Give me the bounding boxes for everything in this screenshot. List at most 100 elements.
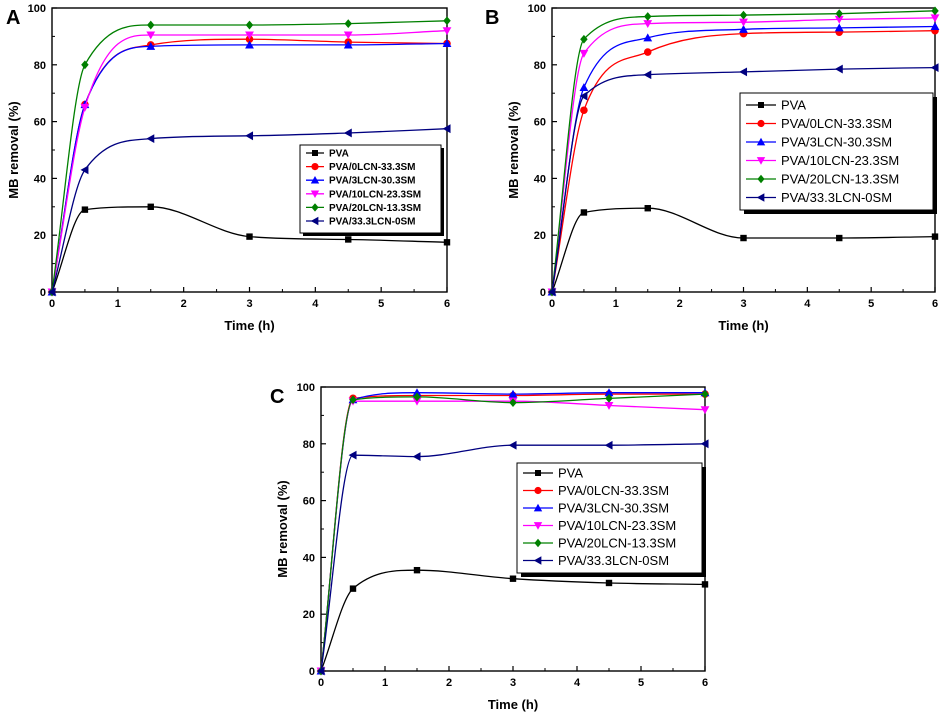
data-point-pva-20lcn-13-3sm [931,6,939,16]
y-tick-label: 100 [28,3,46,15]
legend-marker-pva [758,102,764,108]
data-point-pva-10lcn-23-3sm [834,15,844,24]
y-tick-label: 60 [34,117,46,129]
data-point-pva [349,585,357,592]
legend-label-pva-20lcn-13-3sm: PVA/20LCN-13.3SM [558,536,676,551]
y-tick-label: 80 [34,60,46,72]
y-tick-label: 0 [40,287,46,299]
x-tick-label: 4 [312,298,319,310]
legend-label-pva-0lcn-33-3sm: PVA/0LCN-33.3SM [781,116,892,131]
x-tick-label: 4 [574,677,581,689]
series-line-pva [320,569,706,672]
x-axis-label: Time (h) [224,318,274,333]
legend-label-pva-0lcn-33-3sm: PVA/0LCN-33.3SM [329,162,416,173]
legend-marker-pva-33-3lcn-0sm [533,556,542,565]
y-tick-label: 80 [303,439,315,451]
legend-label-pva-10lcn-23-3sm: PVA/10LCN-23.3SM [781,153,899,168]
series-line-pva [51,206,448,293]
legend-label-pva-3lcn-30-3sm: PVA/3LCN-30.3SM [329,176,416,187]
legend-marker-pva [535,470,541,476]
data-point-pva-10lcn-23-3sm [442,27,452,36]
data-point-pva-0lcn-33-3sm [580,106,588,115]
data-point-pva-3lcn-30-3sm [442,39,452,48]
x-tick-label: 0 [49,298,55,310]
x-tick-label: 1 [382,677,388,689]
legend-box [516,462,703,574]
series-line-pva [551,207,936,293]
data-point-pva [740,234,747,242]
data-point-pva-10lcn-23-3sm [343,31,353,40]
data-point-pva-20lcn-13-3sm [835,9,843,19]
data-point-pva-10lcn-23-3sm [930,14,940,23]
legend-marker-pva-0lcn-33-3sm [757,119,765,128]
legend-label-pva-33-3lcn-0sm: PVA/33.3LCN-0SM [558,553,669,568]
data-point-pva-20lcn-13-3sm [443,16,451,26]
legend-label-pva-10lcn-23-3sm: PVA/10LCN-23.3SM [558,518,676,533]
data-point-pva-3lcn-30-3sm [343,40,353,49]
y-axis-label: MB removal (%) [275,480,290,578]
data-point-pva-3lcn-30-3sm [146,41,156,50]
data-point-pva-10lcn-23-3sm [146,31,156,40]
legend-marker-pva-3lcn-30-3sm [310,176,320,184]
x-tick-label: 5 [868,298,874,310]
data-point-pva-0lcn-33-3sm [643,48,652,56]
legend-marker-pva-20lcn-13-3sm [311,203,319,212]
data-point-pva-33-3lcn-0sm [316,666,325,676]
x-tick-label: 4 [804,298,811,310]
data-point-pva [644,205,651,212]
legend-label-pva-20lcn-13-3sm: PVA/20LCN-13.3SM [781,172,899,187]
y-tick-label: 20 [303,609,315,621]
data-point-pva-20lcn-13-3sm [644,12,652,21]
y-tick-label: 60 [303,496,315,508]
x-tick-label: 1 [613,298,619,310]
data-point-pva-10lcn-23-3sm [579,49,589,58]
x-tick-label: 6 [932,298,938,310]
data-point-pva-20lcn-13-3sm [81,60,89,70]
legend-label-pva-3lcn-30-3sm: PVA/3LCN-30.3SM [781,135,892,150]
legend-marker-pva-33-3lcn-0sm [756,193,765,202]
data-point-pva-33-3lcn-0sm [930,63,939,73]
x-tick-label: 3 [510,677,516,689]
data-point-pva-33-3lcn-0sm [547,287,556,297]
x-tick-label: 3 [246,298,252,310]
y-tick-label: 100 [528,3,546,15]
data-point-pva-10lcn-23-3sm [604,401,614,410]
legend-marker-pva-20lcn-13-3sm [757,174,765,184]
legend-marker-pva-0lcn-33-3sm [534,486,542,495]
data-point-pva-3lcn-30-3sm [412,388,422,397]
y-tick-label: 80 [534,60,546,72]
data-point-pva-33-3lcn-0sm [245,131,254,141]
data-point-pva [246,233,253,240]
y-tick-label: 40 [34,173,46,185]
panel-label-a: A [6,7,20,29]
legend-label-pva-20lcn-13-3sm: PVA/20LCN-13.3SM [329,203,421,214]
legend-box [299,144,442,234]
data-point-pva-33-3lcn-0sm [348,450,357,460]
y-tick-label: 20 [534,230,546,242]
data-point-pva-20lcn-13-3sm [580,34,588,44]
legend-marker-pva-33-3lcn-0sm [310,216,319,226]
x-tick-label: 2 [181,298,187,310]
y-axis-label: MB removal (%) [6,101,21,199]
data-point-pva-3lcn-30-3sm [739,24,748,33]
x-tick-label: 6 [702,677,708,689]
legend-label-pva: PVA [781,98,806,113]
data-point-pva [605,579,613,587]
data-point-pva-3lcn-30-3sm [245,40,254,49]
data-point-pva-10lcn-23-3sm [80,103,90,112]
data-point-pva [836,234,843,242]
data-point-pva-33-3lcn-0sm [700,439,709,449]
data-point-pva-20lcn-13-3sm [605,393,613,403]
y-tick-label: 60 [534,117,546,129]
data-point-pva [443,239,451,246]
legend-label-pva-33-3lcn-0sm: PVA/33.3LCN-0SM [781,190,892,205]
y-tick-label: 40 [534,173,546,185]
legend-label-pva-0lcn-33-3sm: PVA/0LCN-33.3SM [558,483,669,498]
y-tick-label: 0 [309,666,315,678]
panel-label-b: B [485,7,499,29]
x-tick-label: 6 [444,298,450,310]
x-tick-label: 0 [318,677,324,689]
